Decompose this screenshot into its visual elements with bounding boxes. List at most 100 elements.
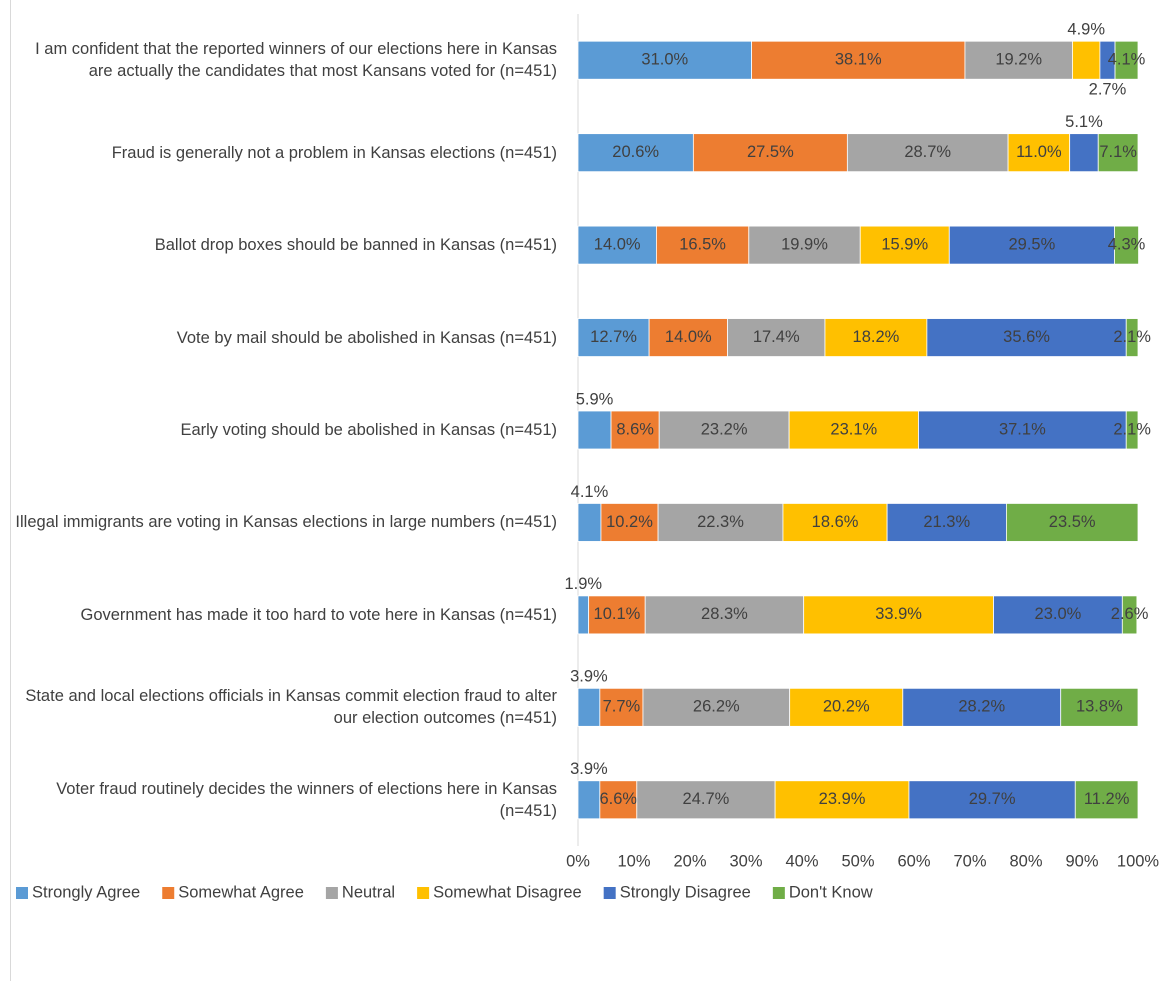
category-label: Government has made it too hard to vote … [80,605,558,624]
data-label: 29.5% [1008,235,1055,253]
data-label: 2.6% [1111,605,1149,623]
x-tick-label: 60% [897,852,930,870]
data-label: 2.7% [1089,81,1127,99]
data-label: 4.1% [571,483,609,501]
data-label: 3.9% [570,668,608,686]
bar-segment [886,503,1007,542]
bar-segment [908,780,1076,820]
data-label: 2.1% [1113,328,1151,346]
bar-segment [788,410,919,450]
data-label: 35.6% [1003,328,1050,346]
category-label: Ballot drop boxes should be banned in Ka… [154,236,557,255]
bar-segment [926,318,1127,357]
bar-segment [1121,595,1138,635]
data-label: 27.5% [747,143,794,161]
bar-segment [642,687,791,727]
bar-segment [577,225,657,265]
bar-segment [600,503,659,542]
bar-segment [1114,40,1139,80]
bar-segment [610,410,660,450]
category-label: I am confident that the reported winners… [35,40,557,81]
data-label: 11.0% [1016,143,1062,161]
bar-segment [789,687,904,727]
x-tick-label: 70% [953,852,986,870]
data-label: 38.1% [835,51,882,69]
data-label: 4.3% [1108,235,1146,253]
bar-segment [1060,687,1139,727]
category-label: State and local elections officials in K… [25,687,557,728]
legend-label: Strongly Disagree [620,883,751,901]
legend-label: Neutral [342,883,395,901]
bar-segment [803,595,994,635]
data-label: 29.7% [969,790,1016,808]
bar-segment [948,225,1115,265]
legend-swatch [772,887,785,899]
bar-segment [577,780,601,820]
bar-segment [692,133,848,173]
data-label: 26.2% [693,698,740,716]
data-label: 14.0% [665,328,712,346]
bar-segment [577,595,590,635]
category-label: Fraud is generally not a problem in Kans… [111,143,557,162]
bar-segment [657,503,784,542]
data-label: 37.1% [999,420,1046,438]
bar-segment [636,780,776,820]
data-label: 4.9% [1067,21,1105,39]
bar-segment [1074,780,1139,820]
data-label: 24.7% [683,790,730,808]
legend-label: Somewhat Disagree [433,883,582,901]
x-tick-label: 80% [1009,852,1042,870]
bar-segment [599,687,644,727]
data-label: 23.2% [701,420,748,438]
data-label: 7.1% [1099,143,1137,161]
legend-label: Strongly Agree [32,883,140,901]
data-label: 28.2% [958,698,1005,716]
data-label: 22.3% [697,513,744,531]
data-label: 1.9% [565,575,603,593]
data-label: 6.6% [600,790,638,808]
data-label: 19.9% [781,235,828,253]
bar-segment [782,503,888,542]
data-label: 10.1% [594,605,641,623]
data-label: 18.2% [853,328,900,346]
bar-segment [577,133,694,173]
data-label: 5.9% [576,390,614,408]
bar-segment [648,318,728,357]
x-tick-label: 40% [785,852,818,870]
x-tick-label: 50% [841,852,874,870]
x-tick-label: 100% [1117,852,1160,870]
bar-segment [964,40,1073,80]
x-tick-label: 0% [566,852,590,870]
data-label: 11.2% [1084,790,1130,808]
bar-segment [859,225,950,265]
data-label: 28.3% [701,605,748,623]
data-label: 19.2% [995,51,1042,69]
data-label: 17.4% [753,328,800,346]
x-tick-label: 10% [617,852,650,870]
data-label: 23.1% [830,420,877,438]
bar-segment [1072,40,1101,80]
bar-segment [588,595,646,635]
bar-segment [644,595,805,635]
data-label: 31.0% [641,51,688,69]
bar-segment [1097,133,1139,173]
bar-segment [902,687,1062,727]
data-label: 28.7% [904,143,951,161]
bar-segment [577,40,753,80]
legend-swatch [325,887,338,899]
data-label: 16.5% [679,235,726,253]
legend-swatch [16,887,28,899]
legend-swatch [162,887,175,899]
bar-segment [1125,318,1139,357]
bar-segment [577,503,602,542]
data-label: 2.1% [1113,420,1151,438]
data-label: 33.9% [875,605,922,623]
category-label: Voter fraud routinely decides the winner… [56,779,557,820]
data-label: 20.6% [612,143,659,161]
category-label: Early voting should be abolished in Kans… [180,421,557,439]
data-label: 12.7% [590,328,637,346]
x-tick-label: 90% [1065,852,1098,870]
data-label: 8.6% [616,420,654,438]
data-label: 10.2% [606,513,653,531]
